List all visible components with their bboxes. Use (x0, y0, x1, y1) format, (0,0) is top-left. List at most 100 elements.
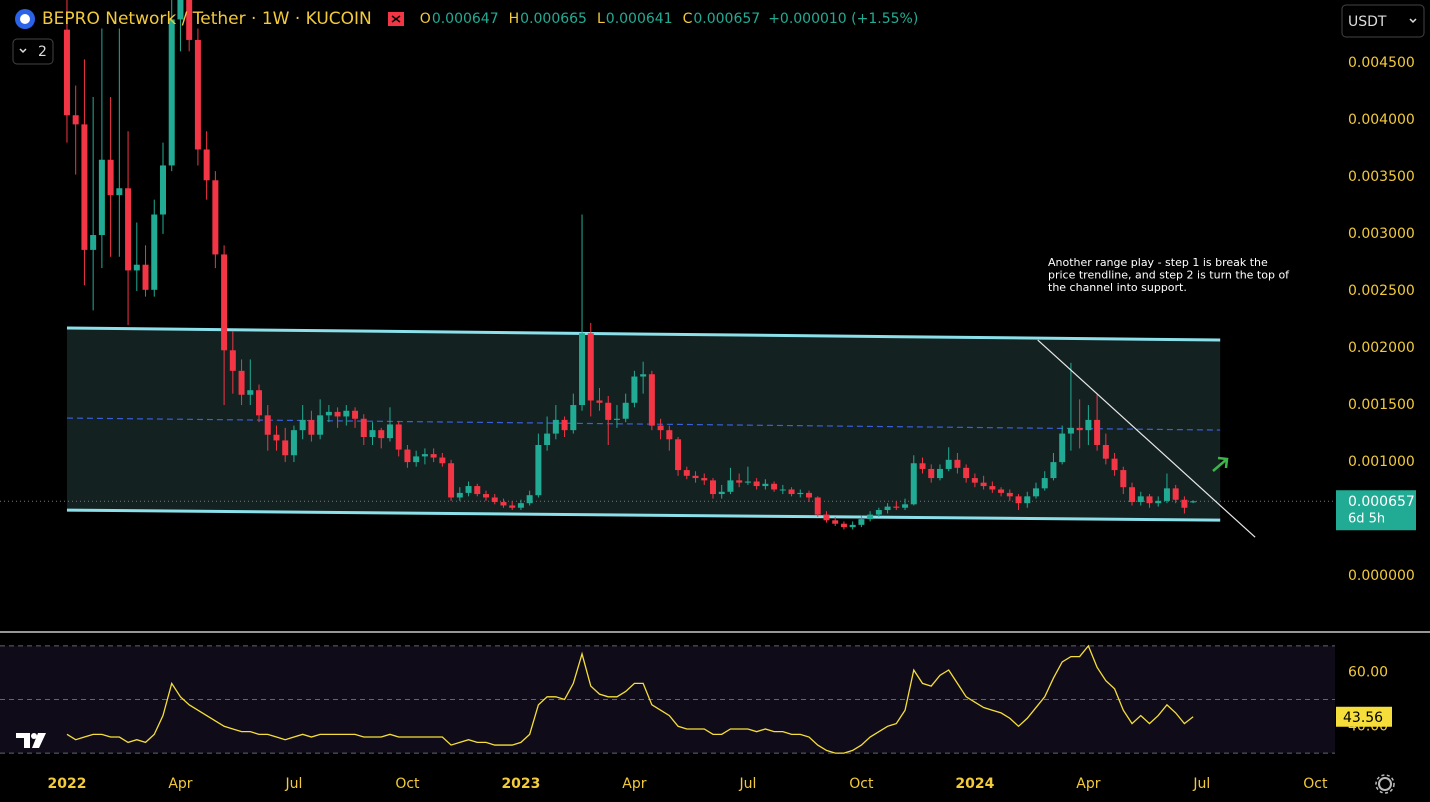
candle-body (264, 415, 271, 435)
legend-header: BEPRO Network / Tether · 1W · KUCOIN O 0.… (14, 8, 918, 30)
annotation: price trendline, and step 2 is turn the … (1048, 269, 1290, 282)
candle-body (1102, 444, 1109, 459)
candle-body (369, 430, 376, 438)
candle-body (648, 374, 655, 426)
candle-body (709, 480, 716, 495)
candle-body (1032, 488, 1039, 497)
candle-body (771, 483, 778, 490)
candle-body (1076, 427, 1083, 431)
candle-body (229, 350, 236, 371)
candle-body (692, 475, 699, 479)
currency-dropdown[interactable]: USDT (1341, 4, 1425, 38)
x-tick-label: 2024 (955, 776, 994, 792)
y-tick-label: 0.004500 (1348, 55, 1415, 71)
y-tick-label: 0.002500 (1348, 283, 1415, 299)
candle-body (474, 486, 481, 495)
candle-body (1041, 478, 1048, 489)
price-pane: Another range play - step 1 is break the… (0, 0, 1335, 538)
settings-button[interactable] (1375, 774, 1395, 794)
ohlc-key: H (508, 11, 520, 27)
candle-body (395, 424, 402, 450)
annotation: Another range play - step 1 is break the (1048, 256, 1268, 269)
candle-body (1094, 419, 1101, 445)
candle-body (902, 504, 909, 508)
candle-body (142, 264, 149, 290)
candle-body (657, 425, 664, 431)
candle-body (282, 440, 289, 456)
candle-body (1172, 488, 1179, 500)
ohlc-value: 0.000641 (605, 11, 673, 27)
x-tick-label: Apr (1076, 776, 1100, 792)
candle-body (133, 264, 140, 271)
candle-body (945, 459, 952, 469)
candle-body (186, 0, 193, 40)
candle-body (256, 390, 263, 416)
candle-body (552, 419, 559, 434)
candle-body (806, 492, 813, 498)
y-tick-label: 0.001500 (1348, 397, 1415, 413)
arrow-icon (1212, 456, 1229, 472)
candle-body (535, 444, 542, 496)
channel-upper (66, 326, 1221, 342)
rsi-value-label: 43.56 (1343, 710, 1383, 726)
y-tick-label: 0.002000 (1348, 340, 1415, 356)
candle-body (386, 424, 393, 439)
candle-body (561, 419, 568, 431)
candle-body (352, 410, 359, 419)
channel-lower (66, 508, 1221, 522)
candle-body (1067, 427, 1074, 434)
tv-logo (16, 733, 46, 748)
indicators-toggle[interactable]: 2 (12, 38, 54, 65)
candle-body (212, 180, 219, 255)
indicator-count: 2 (38, 44, 47, 60)
candle-body (779, 489, 786, 491)
candle-body (971, 478, 978, 483)
candle-body (509, 505, 516, 508)
countdown: 6d 5h (1348, 512, 1385, 527)
candle-body (797, 492, 804, 495)
candle-body (177, 0, 184, 20)
candle-body (98, 159, 105, 236)
candle-body (273, 434, 280, 441)
candle-body (736, 480, 743, 483)
candle-body (125, 188, 132, 271)
candle-body (72, 115, 79, 125)
candle-body (151, 214, 158, 290)
candle-body (910, 463, 917, 505)
candle-body (1190, 501, 1197, 503)
x-tick-label: Apr (168, 776, 192, 792)
candle-body (430, 454, 437, 458)
candle-body (317, 415, 324, 435)
candle-body (875, 510, 882, 515)
candle-body (788, 489, 795, 495)
x-tick-label: Jul (738, 776, 756, 792)
candle-body (1059, 433, 1066, 463)
candle-body (675, 439, 682, 471)
y-tick-label: 0.003500 (1348, 169, 1415, 185)
candle-body (116, 188, 123, 196)
last-price-label: 0.000657 (1348, 494, 1415, 510)
candle-body (465, 486, 472, 493)
candle-body (203, 149, 210, 181)
ohlc-key: O (419, 11, 431, 27)
candle-body (718, 491, 725, 495)
candle-body (247, 390, 254, 395)
rsi-line (66, 644, 1194, 754)
candle-body (954, 459, 961, 468)
candle-body (544, 433, 551, 445)
candle-body (613, 418, 620, 420)
candle-body (579, 333, 586, 406)
candle-body (1111, 458, 1118, 471)
candle-body (963, 467, 970, 479)
candle-body (1085, 419, 1092, 431)
candle-body (744, 481, 751, 483)
y-tick-label: 0.003000 (1348, 226, 1415, 242)
candle-body (936, 468, 943, 479)
candle-body (858, 519, 865, 525)
currency: USDT (1348, 14, 1387, 30)
candle-body (683, 470, 690, 476)
candle-body (989, 486, 996, 490)
candle-body (194, 39, 201, 150)
x-tick-label: Oct (849, 776, 874, 792)
